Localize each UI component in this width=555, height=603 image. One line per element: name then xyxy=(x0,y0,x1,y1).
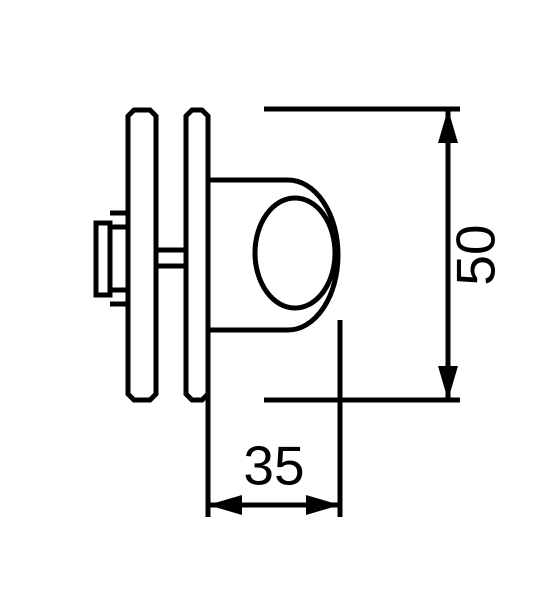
knob-body xyxy=(208,180,338,330)
plate1 xyxy=(128,110,156,400)
dimension-50: 50 xyxy=(264,109,507,400)
dim35-arrow-left xyxy=(208,495,242,515)
dim50-arrow-bot xyxy=(438,366,458,400)
dim50-arrow-top xyxy=(438,109,458,143)
plate2 xyxy=(186,110,208,400)
dimension-35: 35 xyxy=(208,320,340,517)
part-outline xyxy=(96,110,338,400)
dim35-label: 35 xyxy=(243,435,304,497)
spindle-end-square xyxy=(96,223,110,295)
knob-face-ellipse xyxy=(255,198,335,308)
engineering-drawing: 50 35 xyxy=(0,0,555,603)
dim50-label: 50 xyxy=(445,224,507,285)
dim35-arrow-right xyxy=(306,495,340,515)
